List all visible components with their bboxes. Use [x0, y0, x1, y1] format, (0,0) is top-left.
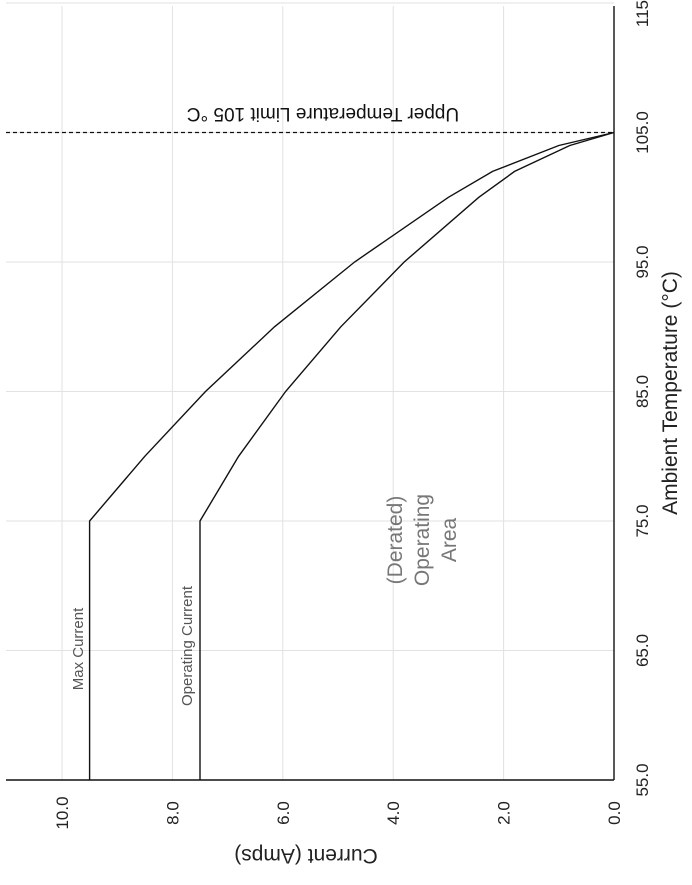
current-tick-label: 0.0 [605, 801, 624, 825]
temperature-tick-label: 105.0 [633, 111, 652, 154]
axes [6, 6, 615, 781]
temperature-tick-label: 115 [633, 0, 652, 27]
current-tick-label: 8.0 [163, 801, 182, 825]
upper-limit-label: Upper Temperature Limit 105 °C [187, 103, 459, 124]
series-line-max-current [88, 131, 615, 780]
temperature-axis-title: Ambient Temperature (°C) [659, 271, 682, 515]
current-axis-title: Current (Amps) [234, 844, 378, 867]
temperature-tick-label: 75.0 [633, 504, 652, 537]
region-label-line-2: Operating [411, 494, 434, 586]
temperature-tick-label: 85.0 [633, 375, 652, 408]
current-tick-labels: 0.0 2.0 4.0 6.0 8.0 10.0 [53, 796, 624, 829]
temperature-tick-labels: 55.0 65.0 75.0 85.0 95.0 105.0 115 [633, 0, 652, 797]
region-label-line-3: Area [438, 518, 461, 563]
temperature-tick-label: 55.0 [633, 763, 652, 796]
derated-region-label: (Derated) Operating Area [384, 494, 461, 586]
region-label-line-1: (Derated) [384, 496, 407, 585]
current-tick-label: 10.0 [53, 796, 72, 829]
temperature-tick-label: 65.0 [633, 634, 652, 667]
series-line-operating-current [199, 131, 615, 780]
operating-current-label: Operating Current [179, 585, 196, 706]
current-tick-label: 4.0 [384, 801, 403, 825]
current-tick-label: 2.0 [495, 801, 514, 825]
temperature-tick-label: 95.0 [633, 245, 652, 278]
current-tick-label: 6.0 [274, 801, 293, 825]
max-current-label: Max Current [70, 607, 87, 690]
series-lines [88, 131, 615, 780]
